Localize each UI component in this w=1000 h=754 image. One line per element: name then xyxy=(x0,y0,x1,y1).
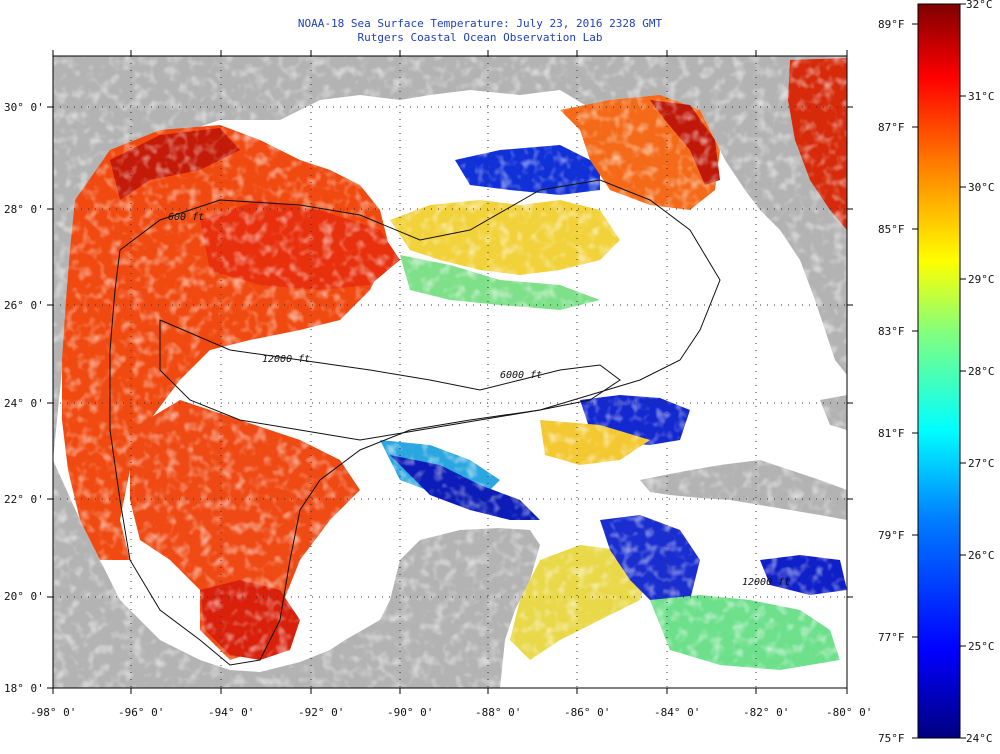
cb-label-f-87: 87°F xyxy=(878,121,905,134)
lon-label-86: -86° 0' xyxy=(564,706,610,719)
cb-label-c-25: 25°C xyxy=(968,640,995,653)
cb-label-c-27: 27°C xyxy=(968,457,995,470)
lat-label-28: 28° 0' xyxy=(4,203,44,216)
cb-label-c-31: 31°C xyxy=(968,90,995,103)
contour-label-6000ft: 6000 ft xyxy=(500,370,542,381)
lat-label-30: 30° 0' xyxy=(4,101,44,114)
cb-label-f-77: 77°F xyxy=(878,631,905,644)
lat-label-24: 24° 0' xyxy=(4,397,44,410)
lon-label-82: -82° 0' xyxy=(743,706,789,719)
lon-label-88: -88° 0' xyxy=(475,706,521,719)
lon-label-96: -96° 0' xyxy=(118,706,164,719)
cb-label-c-26: 26°C xyxy=(968,549,995,562)
lat-label-18: 18° 0' xyxy=(4,682,44,695)
map-area: 600 ft 12000 ft 6000 ft 12000 ft xyxy=(53,56,847,688)
cb-label-c-30: 30°C xyxy=(968,181,995,194)
lon-label-84: -84° 0' xyxy=(654,706,700,719)
cb-label-f-85: 85°F xyxy=(878,223,905,236)
contour-label-12000ft-east: 12000 ft xyxy=(742,577,790,588)
cb-label-f-89: 89°F xyxy=(878,18,905,31)
lat-label-26: 26° 0' xyxy=(4,299,44,312)
cb-label-c-29: 29°C xyxy=(968,273,995,286)
lon-label-98: -98° 0' xyxy=(30,706,76,719)
cb-label-c-28: 28°C xyxy=(968,365,995,378)
contour-label-12000ft-west: 12000 ft xyxy=(262,354,310,365)
cb-label-c-32: 32°C xyxy=(966,0,993,11)
lon-label-94: -94° 0' xyxy=(208,706,254,719)
lon-label-92: -92° 0' xyxy=(298,706,344,719)
lat-label-20: 20° 0' xyxy=(4,590,44,603)
tick-marks xyxy=(47,50,853,694)
colorbar xyxy=(917,3,961,739)
contour-label-600ft: 600 ft xyxy=(168,212,204,223)
cb-label-c-24: 24°C xyxy=(966,732,993,745)
cb-label-f-81: 81°F xyxy=(878,427,905,440)
contour-600ft xyxy=(109,179,721,666)
graticule xyxy=(53,56,847,688)
cloud-speckle xyxy=(53,56,847,688)
colorbar-ticks xyxy=(912,3,966,739)
lat-label-22: 22° 0' xyxy=(4,493,44,506)
cb-label-f-75: 75°F xyxy=(878,732,905,745)
lon-label-80: -80° 0' xyxy=(826,706,872,719)
contour-12000ft xyxy=(159,319,621,441)
lon-label-90: -90° 0' xyxy=(387,706,433,719)
map-title: NOAA-18 Sea Surface Temperature: July 23… xyxy=(297,17,663,30)
cb-label-f-83: 83°F xyxy=(878,325,905,338)
map-subtitle: Rutgers Coastal Ocean Observation Lab xyxy=(357,31,603,44)
map-frame xyxy=(52,55,848,689)
cb-label-f-79: 79°F xyxy=(878,529,905,542)
bathymetry-contours xyxy=(109,179,721,666)
